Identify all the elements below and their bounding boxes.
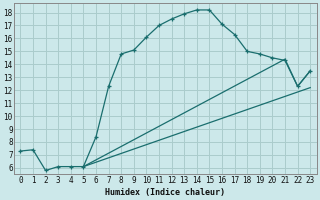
X-axis label: Humidex (Indice chaleur): Humidex (Indice chaleur) <box>105 188 225 197</box>
